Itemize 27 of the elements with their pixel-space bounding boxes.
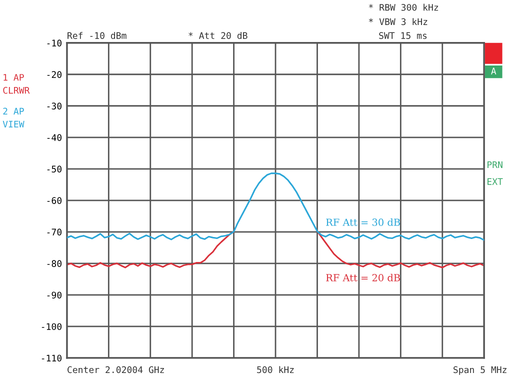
y-tick-label: -50	[47, 166, 62, 172]
text: * VBW 3 kHz	[368, 18, 428, 26]
text: 500 kHz	[257, 366, 294, 374]
text: 2 AP VIEW	[2, 108, 24, 128]
text: 1 AP CLRWR	[3, 74, 30, 94]
y-tick-label: -80	[47, 260, 62, 268]
y-tick-label: -30	[47, 102, 62, 110]
text: Ref -10 dBm	[68, 32, 126, 39]
text: EXT	[488, 178, 503, 185]
text: * Att 20 dB	[188, 32, 248, 39]
series-label: RF Att = 20 dB	[326, 274, 400, 282]
y-tick-label: -70	[47, 228, 62, 236]
text: Center 2.02004 GHz	[68, 366, 164, 374]
text: PRN	[488, 161, 502, 168]
series-label: RF Att = 30 dB	[326, 218, 400, 226]
y-tick-label: -100	[42, 323, 62, 330]
text: * RBW 300 kHz	[368, 4, 438, 11]
y-tick-label: -90	[47, 292, 62, 299]
y-tick-label: -60	[47, 197, 62, 204]
y-tick-label: -20	[47, 71, 62, 78]
text: A	[491, 68, 496, 74]
y-tick-label: -110	[42, 354, 62, 362]
y-tick-label: -10	[47, 40, 62, 46]
text: Span 5 MHz	[454, 366, 506, 375]
text: SWT 15 ms	[379, 32, 427, 39]
y-tick-label: -40	[47, 134, 62, 141]
line-series	[66, 172, 484, 241]
